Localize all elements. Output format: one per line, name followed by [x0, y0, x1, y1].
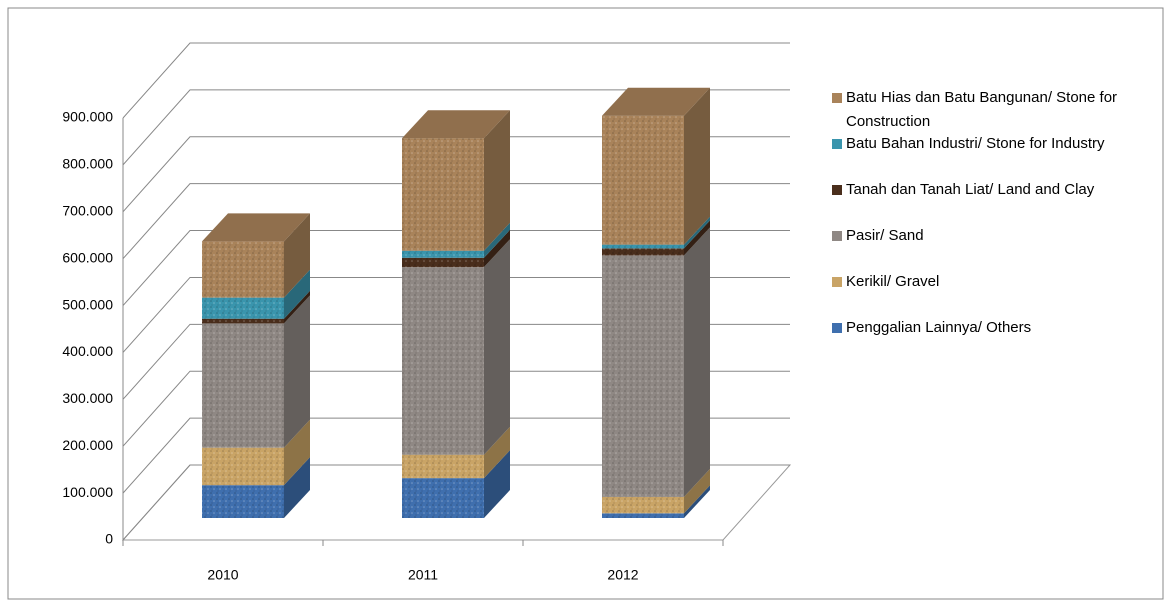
bar-texture	[202, 241, 284, 298]
bar-side	[684, 216, 710, 249]
grid-line	[122, 276, 790, 353]
bar-side	[284, 457, 310, 518]
bar-side	[484, 239, 510, 455]
bar-side	[484, 229, 510, 268]
legend-swatch	[832, 139, 842, 149]
bar-texture	[202, 323, 284, 448]
legend-item: Batu Hias dan Batu Bangunan/ Stone for C…	[832, 86, 1152, 134]
grid-line	[122, 323, 790, 400]
bar-side	[684, 468, 710, 514]
y-tick-label: 700.000	[62, 202, 113, 218]
bar-texture	[402, 138, 484, 251]
bar-side	[684, 485, 710, 518]
legend-item: Kerikil/ Gravel	[832, 270, 1152, 294]
bar-top	[402, 110, 510, 139]
grid-line	[122, 183, 790, 259]
legend-swatch	[832, 93, 842, 103]
bar-texture	[402, 454, 484, 479]
legend-item: Penggalian Lainnya/ Others	[832, 316, 1152, 340]
bar-texture	[602, 255, 684, 497]
y-tick-label: 500.000	[62, 296, 113, 312]
bar-side	[684, 220, 710, 256]
legend-item: Pasir/ Sand	[832, 224, 1152, 248]
legend-label: Batu Bahan Industri/ Stone for Industry	[846, 135, 1105, 152]
bar-top	[202, 213, 310, 242]
x-tick-label: 2011	[408, 567, 438, 583]
grid-line	[122, 136, 790, 213]
y-tick-label: 200.000	[62, 437, 113, 453]
legend-swatch	[832, 323, 842, 333]
bar-side	[484, 426, 510, 479]
bar-side	[284, 295, 310, 448]
bar-texture	[602, 496, 684, 514]
x-tick-label: 2012	[607, 567, 638, 583]
grid-line	[122, 464, 790, 541]
legend-item: Batu Bahan Industri/ Stone for Industry	[832, 132, 1152, 156]
bar-side	[484, 110, 510, 251]
grid-line	[122, 230, 790, 306]
legend-label: Pasir/ Sand	[846, 227, 924, 244]
bar-texture	[202, 447, 284, 486]
bar-top	[602, 87, 710, 116]
x-tick-label: 2010	[207, 567, 238, 583]
chart-border	[7, 7, 1164, 600]
y-tick-label: 800.000	[62, 156, 113, 172]
bar-texture	[202, 318, 284, 324]
legend-item: Tanah dan Tanah Liat/ Land and Clay	[832, 178, 1152, 202]
bar-side	[284, 213, 310, 298]
legend-swatch	[832, 231, 842, 241]
bar-texture	[402, 250, 484, 258]
bar-side	[284, 290, 310, 324]
bar-side	[284, 269, 310, 319]
bar-side	[684, 227, 710, 497]
bar-texture	[602, 115, 684, 245]
grid-line	[122, 89, 790, 166]
legend-label: Tanah dan Tanah Liat/ Land and Clay	[846, 181, 1095, 198]
bar-texture	[202, 297, 284, 319]
bar-texture	[402, 267, 484, 455]
legend-label: Penggalian Lainnya/ Others	[846, 319, 1032, 336]
bar-texture	[402, 257, 484, 268]
grid-line	[122, 42, 790, 119]
legend-swatch	[832, 185, 842, 195]
bar-side	[484, 222, 510, 258]
bar-side	[484, 450, 510, 518]
legend-swatch	[832, 277, 842, 287]
y-tick-label: 600.000	[62, 249, 113, 265]
bar-texture	[202, 485, 284, 518]
bar-texture	[402, 478, 484, 518]
legend-label: Batu Hias dan Batu Bangunan/ Stone for C…	[846, 89, 1118, 130]
legend-label: Kerikil/ Gravel	[846, 273, 940, 290]
bar-texture	[602, 244, 684, 249]
grid-line	[122, 370, 790, 447]
y-tick-label: 400.000	[62, 343, 113, 359]
y-tick-label: 0	[105, 531, 113, 547]
bar-texture	[602, 248, 684, 256]
bar-side	[684, 87, 710, 245]
y-tick-label: 900.000	[62, 109, 113, 125]
y-tick-label: 100.000	[62, 484, 113, 500]
bar-texture	[602, 513, 684, 518]
bar-side	[284, 419, 310, 486]
grid-line	[122, 417, 790, 494]
y-tick-label: 300.000	[62, 390, 113, 406]
